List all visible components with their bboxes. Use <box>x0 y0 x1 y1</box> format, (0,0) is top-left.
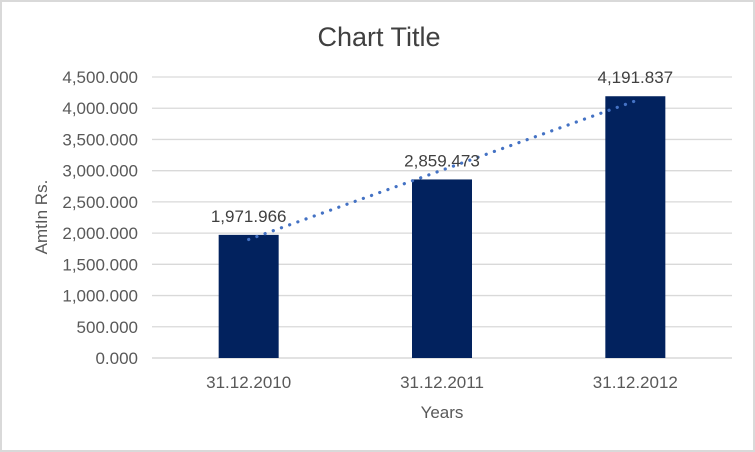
bar-31-12-2012[interactable] <box>605 96 666 358</box>
chart-title[interactable]: Chart Title <box>317 22 440 52</box>
x-axis-tick-label: 31.12.2010 <box>206 373 291 392</box>
y-axis-title: AmtIn Rs. <box>32 180 51 255</box>
y-axis-ticks-group: 0.000 500.000 1,000.000 1,500.000 2,000.000 2… <box>62 68 138 368</box>
bar-31-12-2010[interactable] <box>218 234 279 358</box>
y-axis-tick-label: 3,500.000 <box>62 130 138 149</box>
trendline[interactable] <box>247 99 637 242</box>
x-axis-title: Years <box>421 403 464 422</box>
y-axis-tick-label: 500.000 <box>77 318 138 337</box>
x-axis-ticks-group: 31.12.2010 31.12.2011 31.12.2012 <box>206 373 678 392</box>
y-axis-tick-label: 1,000.000 <box>62 287 138 306</box>
trendline-group <box>247 99 637 242</box>
bar-value-label: 1,971.966 <box>211 207 287 226</box>
bar-value-label: 4,191.837 <box>598 68 674 87</box>
y-axis-tick-label: 2,500.000 <box>62 193 138 212</box>
bars-group <box>218 96 666 358</box>
bar-31-12-2011[interactable] <box>412 179 472 358</box>
y-axis-tick-label: 2,000.000 <box>62 224 138 243</box>
x-axis-tick-label: 31.12.2011 <box>400 373 484 392</box>
y-axis-tick-label: 1,500.000 <box>62 255 138 274</box>
y-axis-tick-label: 3,000.000 <box>62 162 138 181</box>
bar-value-label: 2,859.473 <box>404 151 480 170</box>
y-axis-tick-label: 4,500.000 <box>62 68 138 87</box>
y-axis-tick-label: 4,000.000 <box>62 99 138 118</box>
y-axis-tick-label: 0.000 <box>95 349 138 368</box>
data-labels-group: 1,971.966 2,859.473 4,191.837 <box>211 68 673 226</box>
x-axis-tick-label: 31.12.2012 <box>593 373 678 392</box>
